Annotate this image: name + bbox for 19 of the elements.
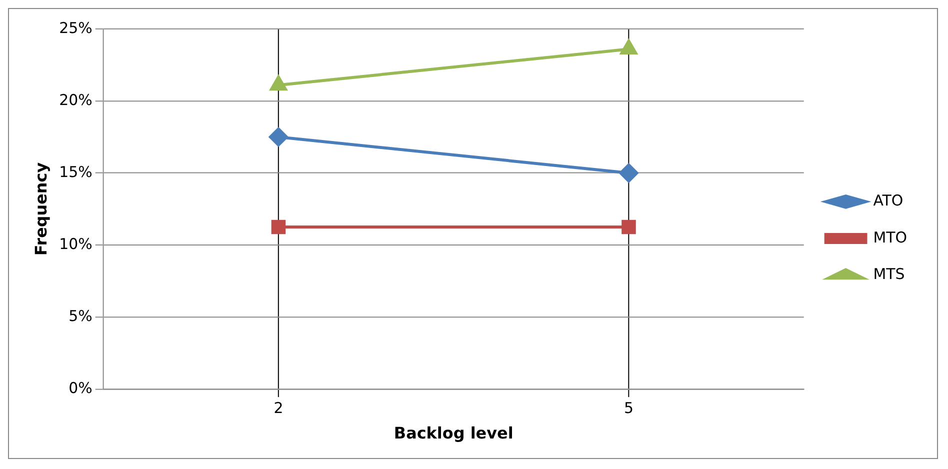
x-axis-title: Backlog level (394, 424, 514, 443)
x-tick-label: 5 (624, 398, 634, 417)
y-tick-label: 5% (68, 306, 92, 325)
y-tick-label: 20% (59, 90, 92, 109)
y-axis-title: Frequency (32, 162, 51, 256)
legend-label: MTO (873, 228, 908, 246)
point (622, 220, 636, 234)
point (620, 40, 638, 55)
x-tick-label: 2 (274, 398, 284, 417)
legend-label: MTS (873, 265, 905, 284)
point (271, 220, 286, 234)
y-tick-label: 25% (59, 18, 92, 37)
legend-label: ATO (873, 192, 904, 210)
point (268, 128, 288, 146)
y-tick-label: 10% (59, 234, 92, 253)
y-tick-label: 15% (59, 162, 92, 181)
y-tick-label: 0% (68, 378, 92, 397)
point (619, 164, 638, 182)
point (270, 76, 287, 91)
